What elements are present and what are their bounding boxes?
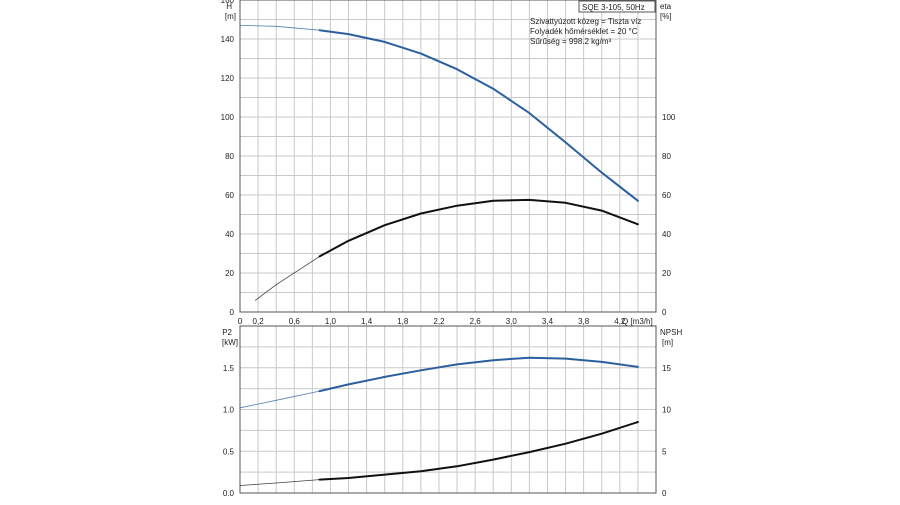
y2-tick-label-npsh: 5 bbox=[662, 447, 667, 456]
x-tick-label: 3,0 bbox=[506, 317, 518, 326]
y-axis-unit-h: [m] bbox=[225, 12, 236, 21]
bottom-panel-frame bbox=[239, 325, 657, 494]
x-tick-label: 1,0 bbox=[325, 317, 337, 326]
x-tick-label: 3,4 bbox=[542, 317, 554, 326]
y-tick-label-p2: 1.5 bbox=[223, 364, 235, 373]
series-line-p2 bbox=[318, 356, 639, 393]
y-tick-label-h: 100 bbox=[221, 113, 235, 122]
y-tick-label-h: 60 bbox=[225, 191, 234, 200]
y2-tick-label-npsh: 15 bbox=[662, 364, 671, 373]
x-tick-label: 2,6 bbox=[470, 317, 482, 326]
x-tick-label: 4,2 bbox=[614, 317, 626, 326]
chart-title: SQE 3-105, 50Hz bbox=[582, 3, 645, 12]
y-tick-label-p2: 0.5 bbox=[223, 447, 235, 456]
annotation-line: Folyadék hőmérséklet = 20 °C bbox=[530, 27, 638, 36]
x-tick-label: 1,4 bbox=[361, 317, 373, 326]
title-box bbox=[578, 0, 656, 13]
x-tick-label: 0,6 bbox=[289, 317, 301, 326]
series-line-npsh-extrapolated bbox=[239, 479, 320, 486]
x-tick-label: 1,8 bbox=[397, 317, 409, 326]
y-tick-label-h: 80 bbox=[225, 152, 234, 161]
y-axis-unit-p2: [kW] bbox=[222, 338, 238, 347]
series-line-npsh bbox=[318, 421, 639, 481]
y-axis-label-p2: P2 bbox=[222, 328, 232, 337]
series-line-eta bbox=[318, 198, 639, 258]
y2-axis-unit-npsh: [m] bbox=[662, 338, 673, 347]
y-tick-label-h: 160 bbox=[221, 0, 235, 5]
annotation-line: Szivattyúzott közeg = Tiszta víz bbox=[530, 17, 641, 26]
y-tick-label-h: 120 bbox=[221, 74, 235, 83]
y2-axis-unit-eta: [%] bbox=[660, 12, 672, 21]
y2-tick-label-eta: 0 bbox=[662, 308, 667, 317]
y2-tick-label-npsh: 10 bbox=[662, 406, 671, 415]
y-tick-label-h: 20 bbox=[225, 269, 234, 278]
y2-tick-label-npsh: 0 bbox=[662, 489, 667, 498]
y-tick-label-h: 40 bbox=[225, 230, 234, 239]
x-axis-label: Q [m3/h] bbox=[622, 317, 653, 326]
top-panel-frame bbox=[239, 0, 657, 313]
series-line-p2-extrapolated bbox=[239, 390, 320, 409]
annotation-line: Sűrűség = 998.2 kg/m³ bbox=[530, 37, 611, 46]
y2-tick-label-eta: 40 bbox=[662, 230, 671, 239]
y2-axis-label-eta: eta bbox=[660, 2, 672, 11]
x-tick-label: 2,2 bbox=[433, 317, 445, 326]
y2-tick-label-eta: 20 bbox=[662, 269, 671, 278]
x-tick-label: 0,2 bbox=[253, 317, 265, 326]
y2-tick-label-eta: 100 bbox=[662, 113, 676, 122]
series-line-h bbox=[318, 29, 639, 202]
y2-tick-label-eta: 80 bbox=[662, 152, 671, 161]
series-line-h-extrapolated bbox=[239, 25, 320, 31]
y-tick-label-h: 0 bbox=[230, 308, 235, 317]
y-axis-label-h: H bbox=[226, 2, 232, 11]
series-line-eta-extrapolated bbox=[255, 255, 320, 301]
x-tick-label: 3,8 bbox=[578, 317, 590, 326]
y2-tick-label-eta: 60 bbox=[662, 191, 671, 200]
y2-axis-label-npsh: NPSH bbox=[660, 328, 682, 337]
y-tick-label-h: 140 bbox=[221, 35, 235, 44]
y-tick-label-p2: 1.0 bbox=[223, 406, 235, 415]
y-tick-label-p2: 0.0 bbox=[223, 489, 235, 498]
x-tick-label: 0 bbox=[238, 317, 243, 326]
